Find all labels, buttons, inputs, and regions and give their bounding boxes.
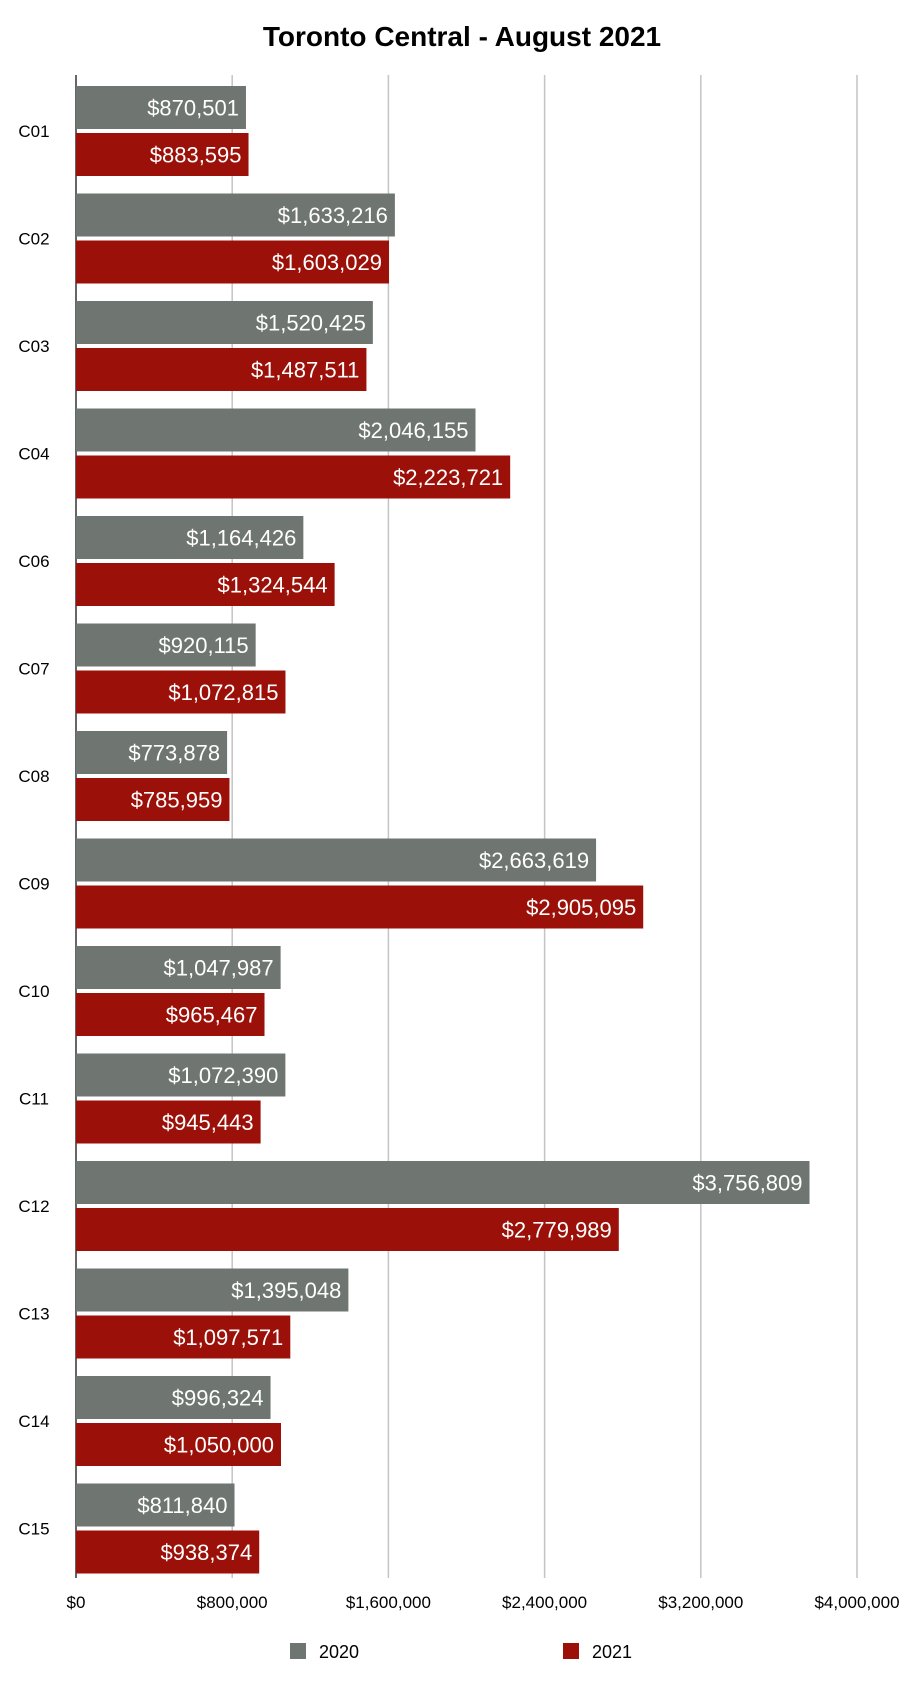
- data-label: $811,840: [137, 1493, 227, 1518]
- data-label: $2,046,155: [358, 418, 468, 443]
- bar-2021-C11: [76, 1100, 261, 1144]
- bar-2021-C02: [76, 240, 389, 284]
- bar-2021-C14: [76, 1423, 282, 1466]
- category-label: C14: [18, 1412, 49, 1431]
- bar-2021-C01: [76, 133, 249, 176]
- category-label: C06: [18, 552, 49, 571]
- x-tick-label: $3,200,000: [658, 1593, 743, 1612]
- bar-2021-C12: [76, 1208, 619, 1251]
- data-label: $1,520,425: [256, 311, 366, 336]
- bar-2020-C10: [76, 946, 281, 989]
- bars: $870,501 $883,595 $1,633,216 $1,603,029 $1,5…: [76, 86, 810, 1574]
- bar-2021-C06: [76, 563, 335, 606]
- bar-2020-C07: [76, 623, 256, 667]
- category-labels: C01 C02 C03 C04 C06 C07 C08 C09 C10 C11 C12 C13 C14 C…: [18, 122, 49, 1539]
- category-label: C10: [18, 982, 49, 1001]
- bar-2020-C06: [76, 516, 304, 559]
- category-label: C09: [18, 875, 49, 894]
- data-label: $1,395,048: [231, 1278, 341, 1303]
- data-label: $1,324,544: [218, 573, 328, 598]
- bar-2020-C14: [76, 1376, 271, 1419]
- category-label: C03: [18, 337, 49, 356]
- bar-2020-C15: [76, 1483, 235, 1527]
- category-label: C15: [18, 1520, 49, 1539]
- data-label: $3,756,809: [692, 1171, 802, 1196]
- bar-2021-C09: [76, 885, 644, 929]
- data-label: $773,878: [128, 741, 220, 766]
- legend-swatch-2020: [290, 1643, 306, 1659]
- legend: 2020 2021: [290, 1642, 632, 1662]
- bar-2020-C09: [76, 838, 597, 882]
- bar-2020-C01: [76, 86, 246, 129]
- category-label: C13: [18, 1305, 49, 1324]
- bar-2020-C08: [76, 731, 228, 774]
- data-label: $2,663,619: [479, 848, 589, 873]
- data-label: $2,905,095: [526, 895, 636, 920]
- bar-2020-C11: [76, 1053, 286, 1097]
- bar-2020-C03: [76, 301, 373, 344]
- data-label: $2,779,989: [502, 1218, 612, 1243]
- data-label: $1,603,029: [272, 250, 382, 275]
- category-label: C12: [18, 1197, 49, 1216]
- category-label: C02: [18, 230, 49, 249]
- data-label: $1,072,390: [168, 1063, 278, 1088]
- data-label: $1,633,216: [278, 203, 388, 228]
- category-label: C08: [18, 767, 49, 786]
- x-tick-label: $2,400,000: [502, 1593, 587, 1612]
- data-label: $920,115: [159, 633, 249, 658]
- x-tick-label: $0: [67, 1593, 86, 1612]
- data-label: $1,487,511: [251, 358, 359, 383]
- bar-2021-C03: [76, 348, 367, 391]
- bar-2021-C08: [76, 778, 230, 821]
- legend-label-2020: 2020: [319, 1642, 359, 1662]
- data-label: $996,324: [172, 1386, 264, 1411]
- data-label: $1,047,987: [164, 956, 274, 981]
- category-label: C07: [18, 660, 49, 679]
- bar-2021-C07: [76, 670, 286, 714]
- data-label: $870,501: [147, 96, 239, 121]
- data-label: $965,467: [166, 1003, 258, 1028]
- x-tick-label: $800,000: [197, 1593, 268, 1612]
- bar-2021-C10: [76, 993, 265, 1036]
- bar-2021-C15: [76, 1530, 260, 1574]
- category-label: C04: [18, 445, 49, 464]
- bar-2020-C02: [76, 193, 395, 237]
- legend-label-2021: 2021: [592, 1642, 632, 1662]
- legend-swatch-2021: [563, 1643, 579, 1659]
- category-label: C01: [18, 122, 49, 141]
- data-label: $1,097,571: [173, 1325, 283, 1350]
- data-label: $785,959: [131, 788, 223, 813]
- data-label: $1,164,426: [186, 526, 296, 551]
- bar-2020-C12: [76, 1161, 810, 1204]
- data-label: $1,072,815: [168, 680, 278, 705]
- data-label: $938,374: [160, 1540, 252, 1565]
- x-tick-label: $1,600,000: [346, 1593, 431, 1612]
- bar-2020-C04: [76, 408, 476, 452]
- data-label: $883,595: [150, 143, 242, 168]
- chart-title: Toronto Central - August 2021: [263, 21, 661, 52]
- data-label: $2,223,721: [393, 465, 503, 490]
- x-axis-ticks: $0 $800,000 $1,600,000 $2,400,000 $3,200,000…: [67, 1593, 900, 1612]
- x-tick-label: $4,000,000: [814, 1593, 899, 1612]
- category-label: C11: [19, 1090, 49, 1109]
- bar-2021-C04: [76, 455, 511, 499]
- bar-2020-C13: [76, 1268, 349, 1312]
- data-label: $1,050,000: [164, 1433, 274, 1458]
- data-label: $945,443: [162, 1110, 254, 1135]
- bar-2021-C13: [76, 1315, 291, 1359]
